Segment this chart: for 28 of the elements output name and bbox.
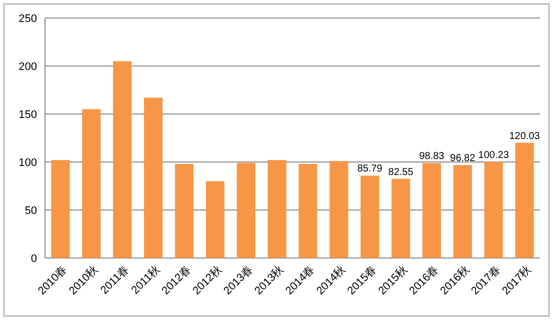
bar: [174, 164, 194, 258]
data-label: 96.82: [450, 153, 476, 164]
bar: [206, 181, 224, 258]
bar: [453, 165, 472, 258]
y-tick-label: 100: [18, 157, 37, 169]
data-label: 98.83: [419, 151, 445, 162]
bar: [360, 176, 380, 258]
bar: [144, 98, 163, 258]
bar: [484, 162, 503, 258]
bar: [298, 164, 318, 258]
bar: [330, 161, 348, 258]
bar: [113, 61, 132, 258]
data-label: 120.03: [509, 130, 540, 142]
y-tick-label: 50: [24, 205, 37, 217]
bar: [422, 163, 441, 258]
y-tick-label: 0: [30, 253, 37, 265]
y-tick-label: 250: [18, 13, 37, 25]
data-label: 82.55: [388, 166, 414, 178]
bar: [236, 162, 256, 258]
bar: [392, 178, 410, 258]
data-label: 100.23: [478, 150, 510, 161]
bar: [515, 142, 534, 258]
y-tick-label: 200: [18, 61, 37, 73]
bar: [51, 160, 70, 258]
bar: [268, 160, 286, 258]
y-tick-label: 150: [18, 109, 37, 121]
bar: [82, 109, 101, 258]
data-label: 85.79: [357, 164, 383, 175]
